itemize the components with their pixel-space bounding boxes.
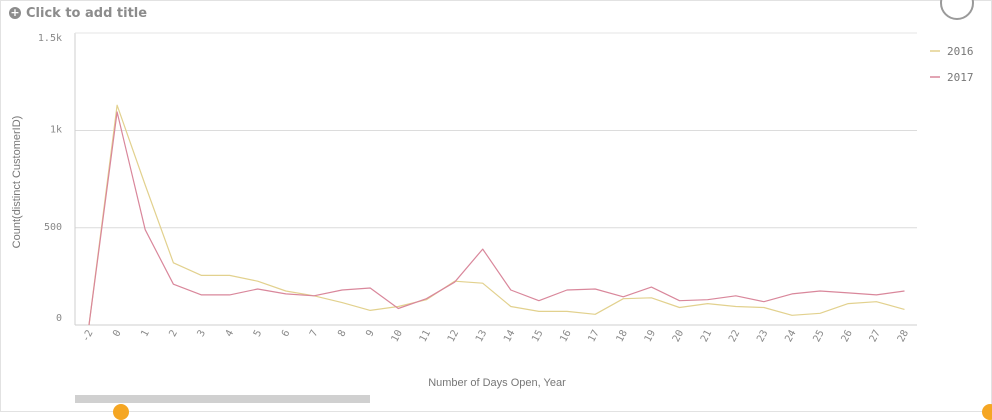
x-tick-label: 21 [699,328,714,344]
x-tick-label: 23 [755,328,770,344]
x-tick-labels: -2 0 1 2 3 4 5 6 7 8 9 10 11 12 13 14 15 16 17 18 19 20 21 22 23… [80,328,911,344]
x-tick-label: -2 [80,328,95,344]
x-tick-label: 22 [727,328,742,344]
y-tick-label: 1.5k [38,33,62,44]
x-tick-label: 10 [390,328,405,344]
legend-label-2017[interactable]: 2017 [947,71,974,84]
legend[interactable]: 2016 2017 [930,45,974,84]
x-tick-label: 24 [783,328,798,344]
series-lines [88,104,905,326]
series-line-2017[interactable] [88,111,905,326]
selection-handle-right[interactable] [982,404,992,420]
x-tick-label: 6 [280,328,293,338]
x-tick-label: 20 [671,328,686,344]
x-tick-label: 2 [167,328,180,338]
y-axis-label: Count(distinct CustomerID) [11,116,23,249]
x-axis-label: Number of Days Open, Year [428,377,566,389]
scrollbar[interactable] [75,395,370,403]
x-tick-label: 3 [196,328,209,338]
y-tick-label: 1k [50,125,62,136]
x-tick-label: 16 [558,328,573,344]
x-tick-label: 7 [308,328,321,338]
grid-lines [75,130,917,229]
x-tick-label: 26 [840,328,855,344]
y-tick-label: 0 [56,313,62,324]
x-tick-label: 15 [530,328,545,344]
title-bar[interactable]: + Click to add title [9,4,147,22]
axes [74,32,917,326]
x-tick-label: 28 [896,328,911,344]
x-tick-label: 14 [502,328,517,344]
legend-label-2016[interactable]: 2016 [947,45,974,58]
x-tick-label: 9 [364,328,377,338]
x-tick-label: 4 [224,328,237,338]
x-tick-label: 18 [615,328,630,344]
x-tick-label: 25 [811,328,826,344]
x-tick-label: 12 [446,328,461,344]
selection-handle-left[interactable] [113,404,129,420]
series-line-2016[interactable] [88,104,905,326]
x-tick-label: 0 [111,328,124,338]
x-tick-label: 19 [643,328,658,344]
x-tick-label: 27 [868,328,883,344]
x-tick-label: 5 [252,328,265,338]
x-tick-label: 17 [586,328,601,344]
x-tick-label: 13 [474,328,489,344]
add-icon[interactable]: + [9,6,21,19]
x-tick-label: 1 [139,328,152,338]
y-tick-labels: 0 500 1k 1.5k [38,33,62,324]
x-tick-label: 8 [336,328,349,338]
y-tick-label: 500 [44,222,62,233]
title-placeholder[interactable]: Click to add title [26,5,148,21]
x-tick-label: 11 [418,328,433,344]
